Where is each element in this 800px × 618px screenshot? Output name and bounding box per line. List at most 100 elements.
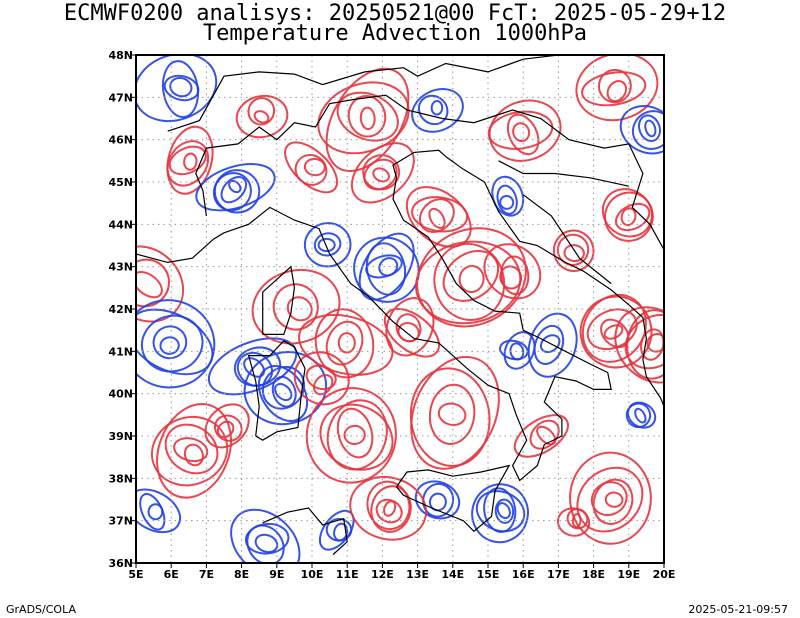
lon-tick-label: 15E — [477, 568, 500, 581]
contour-line — [634, 407, 647, 424]
contour-line — [433, 242, 506, 321]
contour-line — [136, 488, 182, 534]
contour-line — [512, 122, 531, 143]
lat-tick-label: 40N — [108, 388, 133, 401]
contour-line — [363, 158, 398, 191]
lat-tick-label: 44N — [108, 218, 133, 231]
contour-line — [475, 490, 526, 533]
contour-line — [626, 309, 664, 380]
contour-line — [366, 480, 411, 531]
contour-line — [136, 258, 170, 308]
lon-tick-label: 5E — [128, 568, 143, 581]
footer-timestamp: 2025-05-21-09:57 — [688, 603, 788, 616]
contour-line — [411, 88, 464, 133]
coastline-path — [262, 507, 348, 555]
contour-line — [604, 191, 654, 242]
contour-line — [257, 365, 309, 422]
contour-line — [604, 491, 624, 508]
lon-tick-label: 20E — [653, 568, 676, 581]
contour-line — [336, 407, 374, 459]
contour-line — [303, 222, 352, 268]
contour-line — [303, 157, 326, 177]
contour-line — [173, 437, 209, 463]
contour-line — [183, 443, 204, 467]
contour-line — [183, 152, 198, 171]
contour-line — [362, 154, 401, 191]
contour-line — [150, 415, 229, 487]
contour-line — [488, 99, 562, 162]
coastline-path — [442, 109, 664, 250]
contour-line — [235, 94, 289, 139]
coastline-path — [396, 464, 511, 533]
lon-tick-label: 18E — [582, 568, 605, 581]
contour-line — [606, 80, 628, 103]
contour-line — [627, 401, 657, 429]
contour-line — [638, 114, 661, 143]
contour-line — [496, 184, 518, 215]
contour-line — [233, 346, 282, 387]
contour-line — [500, 255, 530, 296]
coastline-path — [498, 160, 629, 187]
contour-line — [326, 399, 388, 471]
contour-line — [458, 264, 485, 293]
lon-tick-label: 19E — [617, 568, 640, 581]
coastline-path — [445, 156, 664, 407]
contour-line — [576, 466, 644, 533]
contour-line — [136, 245, 185, 323]
contour-line — [499, 194, 515, 210]
contour-line — [220, 176, 248, 204]
contour-line — [579, 295, 653, 369]
contour-line — [213, 169, 261, 214]
axes: 5E 6E 7E 8E 9E 10E 11E 12E 13E 14E 15E 16E 17E 18E 19E… — [108, 49, 675, 581]
lon-tick-label: 17E — [547, 568, 570, 581]
contour-line — [615, 202, 651, 232]
contour-line — [159, 336, 180, 355]
lat-tick-label: 41N — [108, 345, 133, 358]
lat-tick-label: 43N — [108, 261, 133, 274]
coastline-path — [223, 149, 612, 482]
contour-line — [597, 68, 632, 104]
contour-line — [136, 270, 163, 299]
contour-line — [319, 403, 394, 471]
contour-line — [152, 325, 188, 360]
contour-line — [350, 142, 415, 204]
contour-line — [383, 307, 440, 358]
contour-line — [592, 478, 634, 525]
contour-line — [614, 306, 664, 384]
lon-tick-label: 13E — [406, 568, 429, 581]
contour-line — [586, 308, 638, 351]
contour-line — [496, 502, 511, 520]
contour-line — [139, 492, 166, 531]
contour-line — [428, 383, 476, 445]
footer-credit: GrADS/COLA — [6, 603, 76, 616]
contour-line — [230, 508, 301, 563]
contour-line — [246, 524, 285, 563]
coastline-path — [195, 94, 443, 216]
contour-line — [619, 105, 664, 155]
contour-line — [353, 236, 420, 303]
contour-line — [499, 339, 529, 361]
contour-line — [243, 351, 328, 426]
contour-line — [506, 113, 540, 156]
contour-line — [417, 94, 449, 126]
contour-line — [261, 365, 306, 410]
coastline-path — [136, 232, 225, 264]
contour-line — [503, 331, 536, 370]
contour-line — [527, 312, 578, 378]
coastlines — [136, 55, 664, 555]
contour-line — [161, 60, 200, 119]
contour-line — [631, 110, 664, 150]
contour-line — [166, 125, 214, 195]
lat-tick-label: 48N — [108, 49, 133, 62]
contour-line — [247, 96, 276, 126]
contour-line — [644, 119, 657, 138]
grid-lines — [136, 55, 664, 563]
contour-line — [556, 507, 591, 537]
contour-line — [325, 320, 364, 366]
contour-line — [317, 237, 336, 253]
coastline-path — [262, 265, 296, 335]
contour-line — [418, 198, 455, 234]
lat-tick-label: 42N — [108, 303, 133, 316]
lat-tick-label: 37N — [108, 515, 133, 528]
lon-tick-label: 7E — [199, 568, 214, 581]
